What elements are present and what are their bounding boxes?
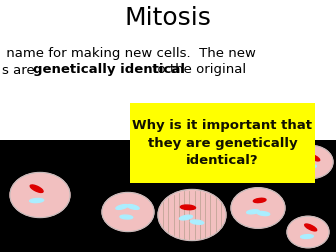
Text: Mitosis: Mitosis bbox=[125, 6, 211, 30]
Ellipse shape bbox=[116, 205, 128, 209]
Ellipse shape bbox=[179, 215, 193, 220]
Text: Why is it important that
they are genetically
identical?: Why is it important that they are geneti… bbox=[132, 119, 312, 167]
Ellipse shape bbox=[247, 210, 259, 214]
Text: genetically identical: genetically identical bbox=[33, 64, 185, 77]
Ellipse shape bbox=[127, 205, 139, 209]
Circle shape bbox=[287, 216, 329, 248]
Bar bbox=[0, 140, 336, 252]
Text: name for making new cells.  The new: name for making new cells. The new bbox=[2, 47, 256, 59]
Text: s are: s are bbox=[2, 64, 39, 77]
Circle shape bbox=[158, 190, 226, 240]
Ellipse shape bbox=[253, 198, 266, 203]
Text: to the original: to the original bbox=[148, 64, 246, 77]
Bar bbox=[130, 103, 315, 183]
Circle shape bbox=[231, 188, 285, 228]
Ellipse shape bbox=[180, 205, 196, 210]
Ellipse shape bbox=[120, 215, 133, 219]
Ellipse shape bbox=[308, 154, 320, 161]
Circle shape bbox=[10, 173, 70, 217]
Ellipse shape bbox=[301, 235, 313, 238]
Ellipse shape bbox=[30, 185, 43, 193]
Ellipse shape bbox=[191, 220, 204, 224]
Ellipse shape bbox=[305, 224, 317, 231]
Ellipse shape bbox=[30, 199, 44, 203]
Circle shape bbox=[102, 193, 154, 232]
Ellipse shape bbox=[304, 165, 317, 169]
Ellipse shape bbox=[257, 211, 270, 215]
Circle shape bbox=[289, 145, 333, 178]
